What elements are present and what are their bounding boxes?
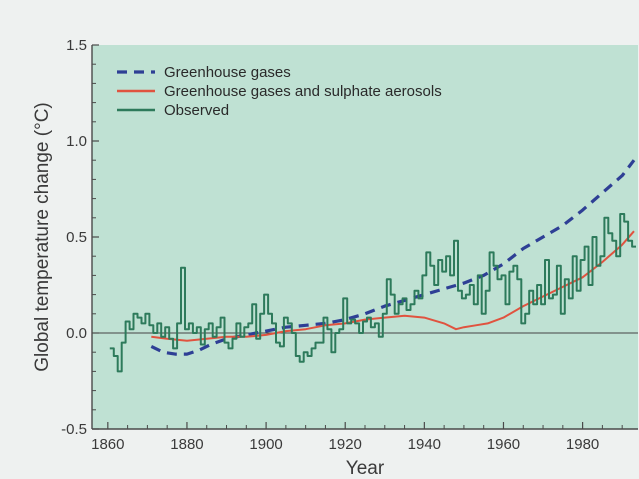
legend: Greenhouse gases Greenhouse gases and sul… xyxy=(117,64,442,119)
x-axis-title: Year xyxy=(346,458,385,479)
legend-label-2: Greenhouse gases and sulphate aerosols xyxy=(164,83,442,100)
x-tick-label: 1860 xyxy=(91,436,124,453)
x-tick-label: 1900 xyxy=(249,436,282,453)
series-line-3 xyxy=(109,213,636,373)
legend-label-3: Observed xyxy=(164,102,229,119)
series-line-1 xyxy=(150,159,636,356)
x-tick-label: 1940 xyxy=(408,436,441,453)
legend-label-1: Greenhouse gases xyxy=(164,64,291,81)
y-tick-label: 0.5 xyxy=(66,229,87,246)
x-tick-label: 1920 xyxy=(329,436,362,453)
x-tick-label: 1880 xyxy=(170,436,203,453)
y-tick-label: 1.5 xyxy=(66,37,87,54)
x-tick-label: 1960 xyxy=(487,436,520,453)
y-tick-label: 1.0 xyxy=(66,133,87,150)
y-axis-title: Global temperature change (°C) xyxy=(32,102,53,372)
y-tick-label: -0.5 xyxy=(61,421,87,438)
x-tick-label: 1980 xyxy=(566,436,599,453)
plot-area xyxy=(92,45,638,429)
y-tick-label: 0.0 xyxy=(66,325,87,342)
